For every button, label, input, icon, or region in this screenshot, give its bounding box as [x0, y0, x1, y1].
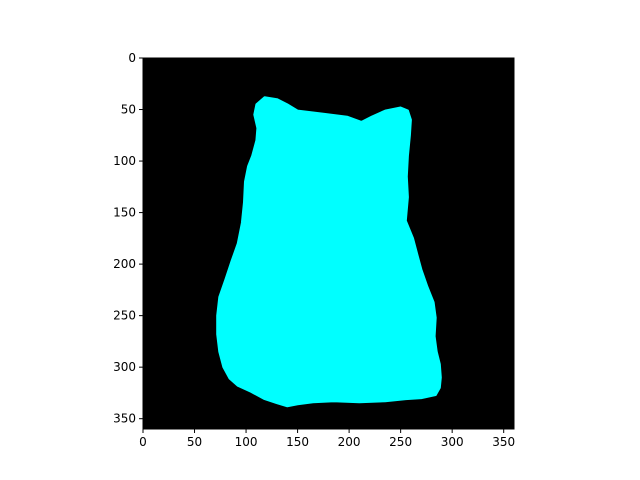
mask-shape	[216, 96, 442, 408]
y-tick-label: 300	[113, 360, 136, 374]
x-tick-label: 50	[187, 435, 202, 449]
x-tick-label: 250	[389, 435, 412, 449]
x-tick-label: 150	[286, 435, 309, 449]
y-tick-label: 0	[128, 51, 136, 65]
y-tick-label: 350	[113, 412, 136, 426]
y-tick-label: 250	[113, 309, 136, 323]
x-tick-label: 350	[492, 435, 515, 449]
x-axis: 0 50 100 150 200 250 300 350	[139, 429, 515, 449]
y-tick-label: 150	[113, 206, 136, 220]
x-tick-label: 100	[235, 435, 258, 449]
y-axis: 0 50 100 150 200 250 300 350	[113, 51, 143, 426]
plot-area	[142, 57, 515, 430]
y-tick-label: 200	[113, 257, 136, 271]
y-tick-label: 50	[121, 103, 136, 117]
axes-frame	[142, 57, 515, 430]
x-tick-label: 0	[139, 435, 147, 449]
x-tick-label: 200	[338, 435, 361, 449]
y-tick-label: 100	[113, 154, 136, 168]
x-tick-label: 300	[441, 435, 464, 449]
